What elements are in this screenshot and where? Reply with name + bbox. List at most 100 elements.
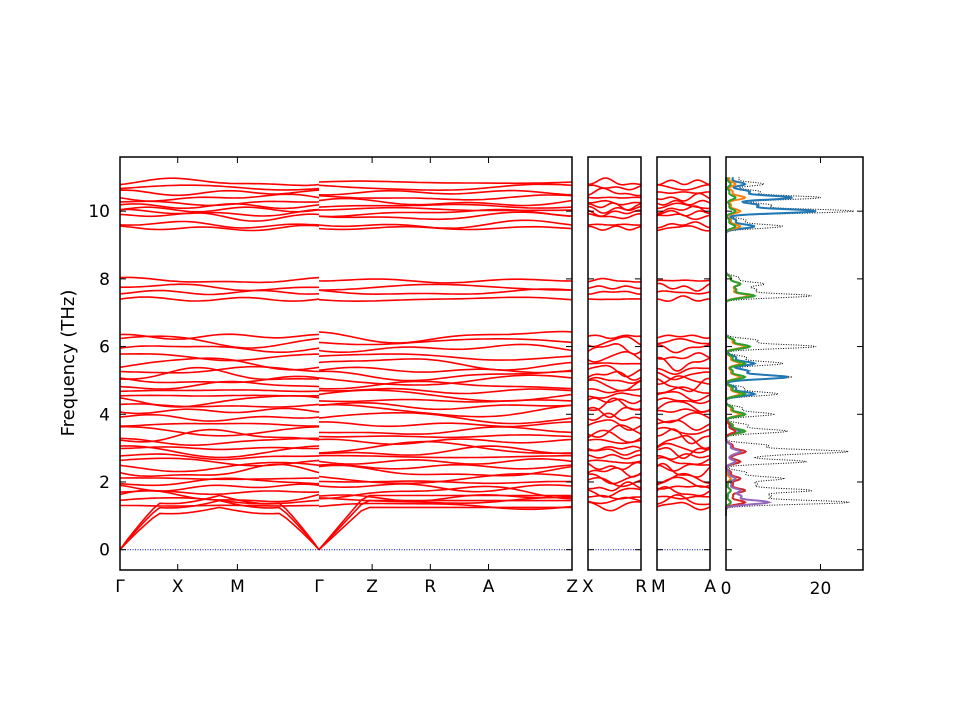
band-line	[656, 290, 711, 295]
band-line	[119, 193, 320, 202]
band-line	[120, 477, 320, 481]
band-line	[318, 208, 573, 218]
acoustic-branch	[119, 499, 320, 551]
band-line	[119, 333, 320, 341]
band-line	[119, 184, 320, 191]
band-line	[318, 389, 573, 402]
band-line	[119, 483, 320, 492]
band-line	[588, 177, 641, 186]
band-line	[587, 445, 642, 452]
band-line	[318, 457, 573, 465]
band-line	[119, 407, 320, 415]
band-line	[656, 184, 710, 191]
band-line	[587, 335, 642, 348]
band-line	[119, 463, 320, 478]
band-line	[119, 206, 320, 213]
band-line	[657, 191, 710, 194]
band-line	[119, 425, 320, 437]
x-tick-label: A	[704, 577, 716, 597]
band-line	[318, 189, 573, 196]
y-tick-label: 2	[99, 473, 110, 493]
band-line	[318, 206, 573, 212]
band-line	[587, 494, 642, 500]
band-line	[319, 370, 573, 382]
band-segment-1	[119, 177, 320, 551]
band-line	[587, 476, 642, 488]
band-line	[587, 388, 642, 394]
band-line	[318, 366, 573, 374]
band-line	[587, 199, 641, 206]
band-line	[656, 356, 711, 372]
band-line	[119, 211, 320, 222]
acoustic-branch	[318, 506, 572, 551]
band-line	[656, 485, 711, 490]
band-line	[319, 283, 572, 291]
band-line	[657, 472, 711, 485]
band-line	[656, 205, 711, 215]
band-line	[119, 296, 320, 302]
acoustic-branch	[119, 506, 320, 551]
band-line	[318, 353, 573, 361]
band-line	[318, 180, 573, 185]
band-line	[119, 446, 320, 451]
band-line	[656, 337, 711, 345]
x-tick-label: Z	[366, 577, 378, 597]
x-tick-label: M	[651, 577, 666, 597]
band-line	[587, 298, 641, 301]
y-tick-label: 4	[99, 405, 110, 425]
band-line	[587, 496, 642, 505]
band-line	[657, 453, 711, 461]
band-line	[318, 493, 573, 502]
band-line	[318, 194, 573, 201]
band-line	[656, 377, 711, 393]
band-line	[119, 428, 320, 443]
band-line	[656, 179, 711, 186]
y-tick-label: 8	[99, 270, 110, 290]
band-line	[318, 203, 573, 209]
band-line	[587, 459, 642, 464]
band-line	[318, 502, 573, 511]
y-axis-label: Frequency (THz)	[58, 290, 79, 437]
band-line	[656, 400, 711, 413]
band-line	[656, 428, 711, 445]
x-tick-label: X	[172, 577, 184, 597]
band-segment-4	[656, 179, 711, 551]
band-line	[587, 223, 642, 226]
band-line	[318, 197, 573, 207]
acoustic-branch	[318, 494, 572, 551]
x-tick-label: X	[582, 577, 594, 597]
band-line	[587, 429, 642, 444]
band-segment-3	[587, 177, 642, 551]
band-line	[656, 282, 711, 292]
dos-x-tick-label: 20	[810, 579, 832, 599]
band-line	[119, 335, 320, 349]
band-line	[119, 490, 320, 496]
dos-series-projection-1	[724, 176, 817, 516]
band-line	[656, 397, 711, 405]
band-line	[656, 192, 711, 202]
band-line	[318, 211, 573, 221]
band-line	[656, 462, 711, 478]
band-line	[318, 464, 573, 477]
dos-panel-frame	[725, 156, 864, 571]
acoustic-branch	[318, 499, 572, 551]
band-line	[657, 344, 711, 354]
band-line	[119, 352, 320, 362]
band-line	[119, 345, 320, 354]
band-line	[318, 374, 573, 386]
band-line	[318, 440, 573, 455]
band-line	[588, 362, 641, 365]
x-tick-label: Γ	[314, 577, 324, 597]
x-tick-label: R	[635, 577, 647, 597]
band-line	[318, 454, 572, 459]
band-line	[587, 364, 642, 378]
band-line	[319, 421, 573, 428]
band-line	[587, 184, 642, 191]
band-line	[587, 397, 641, 412]
band-line	[656, 334, 711, 340]
x-tick-label: A	[483, 577, 495, 597]
band-line	[656, 225, 711, 232]
band-line	[656, 434, 711, 450]
x-tick-label: Γ	[115, 577, 125, 597]
